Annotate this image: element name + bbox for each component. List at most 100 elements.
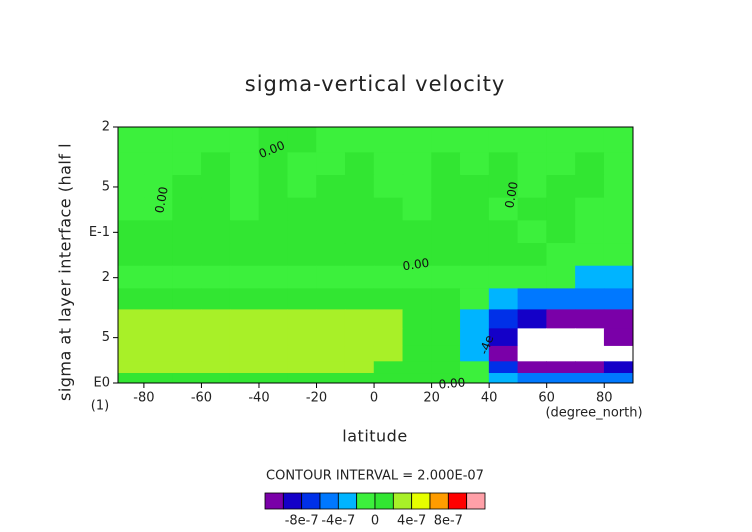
y-axis-label: sigma at layer interface (half l [56, 143, 75, 401]
colorbar-box [466, 492, 486, 510]
contour-cell [517, 126, 547, 153]
contour-cell [603, 174, 634, 199]
contour-cell [373, 309, 404, 329]
contour-cell [229, 345, 260, 362]
contour-cell [603, 197, 634, 221]
contour-cell [172, 328, 202, 347]
y-tick-label: E0 [94, 376, 111, 391]
contour-cell [258, 328, 289, 347]
contour-cell [488, 361, 519, 374]
y-tick-label: E-1 [89, 225, 110, 240]
contour-cell [287, 197, 317, 221]
contour-cell [201, 345, 231, 362]
contour-cell [344, 220, 375, 244]
contour-cell [517, 265, 547, 289]
x-tick-label: 0 [370, 391, 378, 406]
contour-cell [517, 309, 547, 329]
contour-cell [344, 197, 375, 221]
contour-cell [460, 220, 490, 244]
contour-cell [143, 126, 173, 153]
contour-cell [603, 126, 634, 153]
contour-cell [172, 174, 202, 199]
contour-cell [402, 220, 432, 244]
contour-cell [344, 328, 375, 347]
x-tick-label: 60 [538, 391, 555, 406]
contour-cell [575, 345, 605, 362]
x-tick-label: -80 [133, 391, 154, 406]
contour-cell [172, 152, 202, 176]
contour-cell [575, 174, 605, 199]
contour-cell [117, 243, 145, 267]
contour-cell [373, 152, 404, 176]
contour-cell [258, 265, 289, 289]
contour-cell [143, 265, 173, 289]
contour-cell [287, 328, 317, 347]
contour-cell [344, 152, 375, 176]
contour-cell [575, 152, 605, 176]
contour-cell [460, 265, 490, 289]
contour-cell [517, 152, 547, 176]
contour-cell [258, 373, 289, 384]
contour-cell [229, 220, 260, 244]
contour-cell [575, 309, 605, 329]
contour-cell [402, 373, 432, 384]
contour-cell [117, 345, 145, 362]
contour-cell [258, 220, 289, 244]
contour-cell [402, 126, 432, 153]
contour-cell [172, 288, 202, 310]
contour-cell [546, 174, 576, 199]
contour-cell [575, 361, 605, 374]
x-axis-label: latitude [342, 427, 407, 446]
contour-cell [344, 174, 375, 199]
y-tick-label: 2 [102, 270, 110, 285]
contour-cell [546, 220, 576, 244]
contour-cell [172, 373, 202, 384]
contour-cell [229, 265, 260, 289]
contour-cell [143, 361, 173, 374]
contour-cell [201, 309, 231, 329]
colorbar-box [374, 492, 394, 510]
contour-cell [172, 220, 202, 244]
contour-cell [287, 373, 317, 384]
colorbar-tick-label: -4e-7 [321, 514, 355, 529]
contour-cell [316, 220, 346, 244]
contour-cell [117, 373, 145, 384]
contour-cell [373, 361, 404, 374]
contour-cell [287, 174, 317, 199]
contour-cell [402, 345, 432, 362]
contour-cell [229, 361, 260, 374]
contour-cell [316, 197, 346, 221]
contour-cell [373, 174, 404, 199]
contour-cell [344, 288, 375, 310]
contour-cell [229, 328, 260, 347]
colorbar-box [429, 492, 449, 510]
contour-label: -4e [477, 333, 497, 356]
contour-cell [117, 288, 145, 310]
contour-cell [316, 373, 346, 384]
chart-title: sigma-vertical velocity [245, 72, 506, 96]
contour-cell [431, 174, 461, 199]
contour-cell [117, 328, 145, 347]
contour-cell [546, 288, 576, 310]
contour-cell [517, 328, 547, 347]
x-tick-label: -60 [191, 391, 212, 406]
contour-cell [229, 243, 260, 267]
contour-cell [603, 152, 634, 176]
contour-cell [229, 197, 260, 221]
contour-cell [143, 373, 173, 384]
contour-cell [172, 243, 202, 267]
contour-cell [316, 309, 346, 329]
contour-cell [460, 361, 490, 374]
x-tick-label: -40 [248, 391, 269, 406]
contour-cell [575, 328, 605, 347]
contour-cell [287, 265, 317, 289]
contour-cell [287, 220, 317, 244]
contour-cell [316, 152, 346, 176]
contour-cell [402, 152, 432, 176]
y-tick-label: 5 [102, 330, 110, 345]
contour-cell [488, 220, 519, 244]
contour-cell [201, 126, 231, 153]
contour-cell [201, 197, 231, 221]
contour-cell [603, 265, 634, 289]
contour-cell [229, 126, 260, 153]
